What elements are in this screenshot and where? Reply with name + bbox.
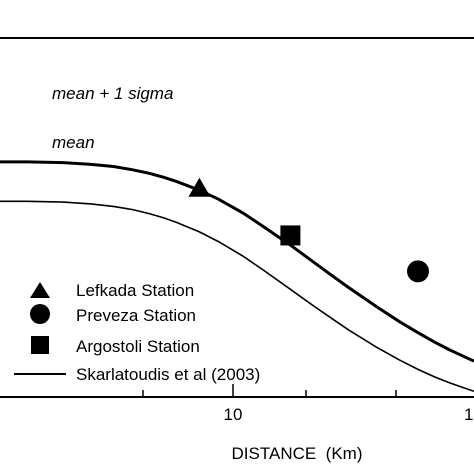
legend: Lefkada Station Preveza Station Argostol… (14, 281, 260, 384)
station-marker-argostoli (280, 225, 301, 246)
station-marker-preveza (406, 260, 429, 283)
curve-label-mean: mean (52, 133, 95, 152)
legend-circle-icon (30, 304, 50, 324)
legend-label-preveza: Preveza Station (76, 306, 196, 325)
legend-label-lefkada: Lefkada Station (76, 281, 194, 300)
legend-label-skarlatoudis: Skarlatoudis et al (2003) (76, 365, 260, 384)
x-tick-label: 10 (224, 405, 243, 424)
curve-label-mean-plus-1-sigma: mean + 1 sigma (52, 84, 173, 103)
legend-square-icon (31, 336, 49, 354)
station-marker-lefkada (188, 177, 211, 197)
legend-label-argostoli: Argostoli Station (76, 337, 200, 356)
series-line-mean-plus-1-sigma (0, 160, 474, 363)
x-axis-label: DISTANCE (Km) (232, 444, 363, 463)
legend-triangle-icon (30, 282, 50, 298)
x-tick-label: 1 (464, 405, 473, 424)
station-markers (188, 177, 429, 283)
series-line-mean (0, 200, 474, 393)
